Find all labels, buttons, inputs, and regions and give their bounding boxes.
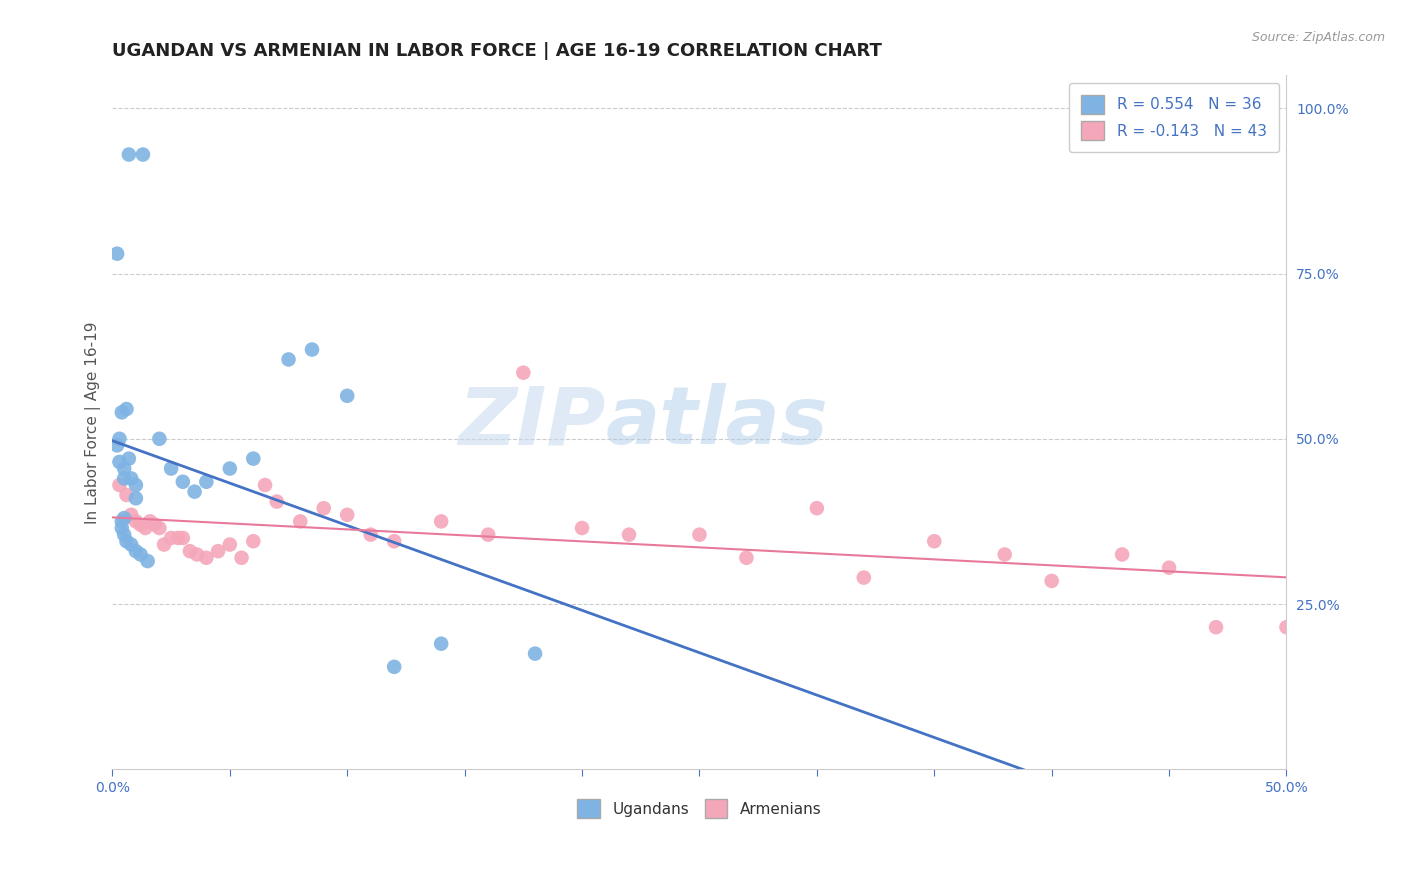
Point: [1040, 574, 1063, 588]
Point: [254, 478, 277, 492]
Point: [336, 389, 359, 403]
Point: [512, 366, 534, 380]
Point: [120, 508, 142, 522]
Y-axis label: In Labor Force | Age 16-19: In Labor Force | Age 16-19: [86, 321, 101, 524]
Point: [105, 246, 128, 260]
Point: [382, 534, 405, 549]
Point: [1205, 620, 1227, 634]
Point: [108, 455, 131, 469]
Point: [688, 527, 710, 541]
Point: [143, 517, 166, 532]
Point: [617, 527, 640, 541]
Point: [108, 432, 131, 446]
Point: [160, 461, 183, 475]
Point: [524, 647, 547, 661]
Point: [430, 637, 453, 651]
Point: [139, 515, 162, 529]
Point: [852, 571, 875, 585]
Point: [153, 537, 176, 551]
Point: [111, 515, 134, 529]
Point: [111, 521, 134, 535]
Point: [922, 534, 945, 549]
Text: atlas: atlas: [606, 384, 828, 461]
Point: [125, 478, 148, 492]
Point: [183, 484, 205, 499]
Point: [277, 352, 299, 367]
Point: [195, 550, 218, 565]
Text: UGANDAN VS ARMENIAN IN LABOR FORCE | AGE 16-19 CORRELATION CHART: UGANDAN VS ARMENIAN IN LABOR FORCE | AGE…: [112, 42, 883, 60]
Point: [148, 432, 170, 446]
Point: [160, 531, 183, 545]
Point: [195, 475, 218, 489]
Point: [115, 534, 138, 549]
Point: [148, 521, 170, 535]
Point: [112, 461, 135, 475]
Point: [120, 537, 142, 551]
Point: [312, 501, 335, 516]
Point: [207, 544, 229, 558]
Point: [115, 402, 138, 417]
Point: [186, 548, 208, 562]
Point: [336, 508, 359, 522]
Point: [477, 527, 499, 541]
Point: [218, 461, 240, 475]
Text: Source: ZipAtlas.com: Source: ZipAtlas.com: [1251, 31, 1385, 45]
Point: [806, 501, 828, 516]
Text: ZIP: ZIP: [458, 384, 606, 461]
Legend: Ugandans, Armenians: Ugandans, Armenians: [571, 793, 828, 824]
Point: [172, 475, 194, 489]
Point: [242, 534, 264, 549]
Point: [167, 531, 190, 545]
Point: [111, 405, 134, 419]
Point: [994, 548, 1017, 562]
Point: [120, 471, 142, 485]
Point: [129, 517, 152, 532]
Point: [571, 521, 593, 535]
Point: [242, 451, 264, 466]
Point: [290, 515, 312, 529]
Point: [118, 451, 141, 466]
Point: [430, 515, 453, 529]
Point: [125, 515, 148, 529]
Point: [134, 521, 156, 535]
Point: [136, 554, 159, 568]
Point: [735, 550, 758, 565]
Point: [105, 438, 128, 452]
Point: [301, 343, 323, 357]
Point: [115, 488, 138, 502]
Point: [132, 147, 155, 161]
Point: [118, 147, 141, 161]
Point: [172, 531, 194, 545]
Point: [382, 660, 405, 674]
Point: [112, 527, 135, 541]
Point: [125, 544, 148, 558]
Point: [218, 537, 240, 551]
Point: [1157, 560, 1180, 574]
Point: [129, 548, 152, 562]
Point: [1111, 548, 1133, 562]
Point: [1275, 620, 1298, 634]
Point: [360, 527, 382, 541]
Point: [266, 494, 288, 508]
Point: [108, 478, 131, 492]
Point: [112, 511, 135, 525]
Point: [179, 544, 201, 558]
Point: [112, 471, 135, 485]
Point: [125, 491, 148, 506]
Point: [231, 550, 253, 565]
